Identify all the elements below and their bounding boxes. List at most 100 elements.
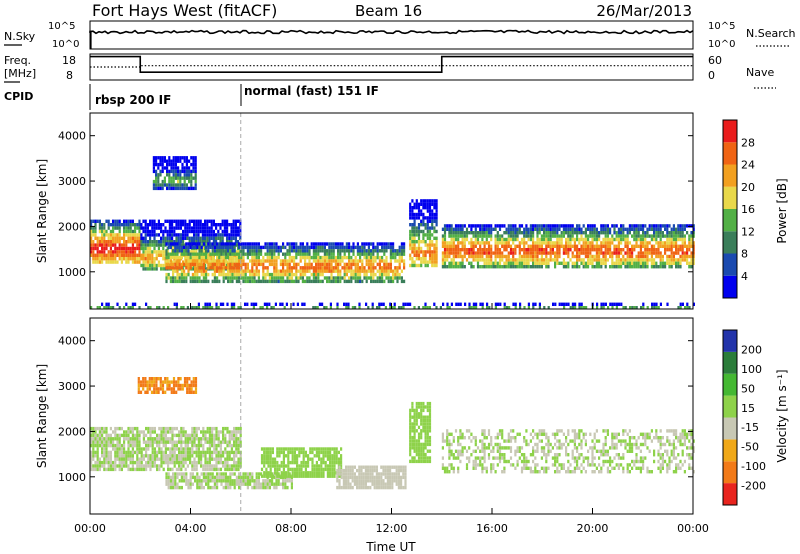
heatmap-cell xyxy=(578,241,581,245)
heatmap-cell xyxy=(417,209,421,213)
heatmap-cell xyxy=(103,460,106,465)
heatmap-cell xyxy=(233,485,236,490)
heatmap-cell xyxy=(165,266,168,270)
heatmap-cell xyxy=(615,261,618,265)
heatmap-cell xyxy=(454,254,458,259)
heatmap-cell xyxy=(138,443,141,448)
heatmap-cell xyxy=(285,447,288,451)
heatmap-cell xyxy=(105,246,108,251)
heatmap-cell xyxy=(389,306,392,310)
heatmap-cell xyxy=(182,236,185,240)
heatmap-cell xyxy=(670,261,673,265)
heatmap-cell xyxy=(609,237,612,242)
heatmap-cell xyxy=(358,306,361,310)
heatmap-cell xyxy=(547,244,550,248)
heatmap-cell xyxy=(107,306,110,310)
heatmap-cell xyxy=(328,255,331,260)
heatmap-cell xyxy=(230,240,233,244)
heatmap-cell xyxy=(312,249,315,253)
heatmap-cell xyxy=(114,240,117,244)
heatmap-cell xyxy=(282,259,285,263)
heatmap-cell xyxy=(472,224,475,228)
heatmap-cell xyxy=(653,237,656,242)
heatmap-cell xyxy=(271,242,274,246)
heatmap-cell xyxy=(183,166,186,170)
heatmap-cell xyxy=(271,255,274,260)
heatmap-cell xyxy=(127,226,130,230)
heatmap-cell xyxy=(164,219,167,223)
heatmap-cell xyxy=(169,262,172,267)
heatmap-cell xyxy=(282,279,285,284)
heatmap-cell xyxy=(171,454,174,458)
heatmap-cell xyxy=(186,383,189,388)
heatmap-cell xyxy=(411,236,414,240)
heatmap-cell xyxy=(185,162,188,167)
heatmap-cell xyxy=(690,237,693,242)
heatmap-cell xyxy=(96,460,99,465)
heatmap-cell xyxy=(167,460,170,465)
heatmap-cell xyxy=(326,259,329,263)
heatmap-cell xyxy=(337,249,340,253)
heatmap-cell xyxy=(655,251,658,255)
heatmap-cell xyxy=(137,377,140,381)
heatmap-cell xyxy=(112,223,115,227)
heatmap-cell xyxy=(552,302,555,306)
heatmap-cell xyxy=(509,224,513,228)
heatmap-cell xyxy=(167,276,170,280)
heatmap-cell xyxy=(582,306,585,310)
heatmap-cell xyxy=(420,229,423,234)
heatmap-cell xyxy=(188,383,191,388)
heatmap-cell xyxy=(454,234,458,238)
heatmap-cell xyxy=(668,241,671,245)
heatmap-cell xyxy=(615,244,618,248)
heatmap-cell xyxy=(253,262,256,267)
heatmap-cell xyxy=(297,245,300,250)
heatmap-cell xyxy=(153,219,156,223)
heatmap-cell xyxy=(278,447,281,451)
heatmap-cell xyxy=(598,248,601,252)
heatmap-cell xyxy=(194,166,197,170)
heatmap-cell xyxy=(398,255,401,260)
heatmap-cell xyxy=(187,266,190,270)
heatmap-cell xyxy=(267,450,270,455)
heatmap-cell xyxy=(376,262,379,267)
heatmap-cell xyxy=(264,479,267,483)
heatmap-cell xyxy=(624,227,627,231)
heatmap-cell xyxy=(459,254,462,259)
heatmap-cell xyxy=(213,426,216,431)
heatmap-cell xyxy=(109,236,112,240)
heatmap-cell xyxy=(224,447,227,451)
heatmap-cell xyxy=(481,234,484,238)
heatmap-cell xyxy=(633,258,636,262)
heatmap-cell xyxy=(516,258,519,262)
heatmap-cell xyxy=(321,262,324,267)
heatmap-cell xyxy=(582,237,585,242)
heatmap-cell xyxy=(459,224,462,228)
heatmap-cell xyxy=(431,199,434,203)
heatmap-cell xyxy=(507,234,510,238)
heatmap-cell xyxy=(176,482,179,486)
heatmap-cell xyxy=(422,202,425,206)
heatmap-cell xyxy=(149,257,152,261)
heatmap-cell xyxy=(576,254,579,259)
heatmap-cell xyxy=(301,266,304,270)
heatmap-cell xyxy=(232,257,235,261)
heatmap-cell xyxy=(525,265,528,269)
heatmap-cell xyxy=(195,240,198,244)
heatmap-cell xyxy=(253,276,256,280)
heatmap-cell xyxy=(686,258,689,262)
heatmap-cell xyxy=(233,472,236,476)
heatmap-cell xyxy=(208,447,211,451)
heatmap-cell xyxy=(201,226,204,230)
heatmap-cell xyxy=(170,380,173,384)
heatmap-cell xyxy=(376,279,379,284)
heatmap-cell xyxy=(153,223,156,227)
heatmap-cell xyxy=(112,253,115,257)
heatmap-cell xyxy=(576,227,579,231)
heatmap-cell xyxy=(224,450,227,455)
heatmap-cell xyxy=(441,251,444,255)
heatmap-cell xyxy=(193,437,196,441)
heatmap-cell xyxy=(319,259,322,263)
heatmap-cell xyxy=(180,464,183,468)
heatmap-cell xyxy=(435,260,438,264)
